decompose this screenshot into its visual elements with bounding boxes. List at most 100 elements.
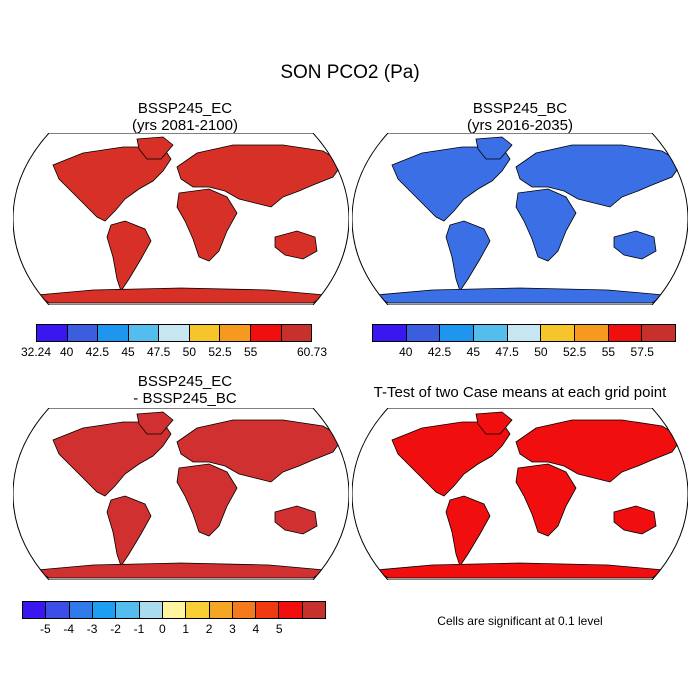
colorbar-boxes [372,324,676,342]
colorbar-tick-label: 57.5 [630,345,654,359]
colorbar-tick-label: 60.73 [296,345,328,359]
greenland-landmass [136,411,174,435]
colorbar-labels: 32.24 40 42.5 45 47.5 50 52.5 55 60.73 [21,342,327,359]
panel-3-title-line1: BSSP245_EC [137,373,233,390]
colorbar-tick-label: 47.5 [146,345,171,359]
colorbar-box [162,602,187,618]
panel-2-title-line1: BSSP245_BC [472,100,568,117]
colorbar-box [302,602,326,618]
greenland-landmass [475,136,513,160]
colorbar-box [209,602,233,618]
colorbar-tick-label: 4 [252,622,260,636]
colorbar-tick-label: -3 [86,622,98,636]
colorbar-tick-label: -2 [110,622,121,636]
colorbar-boxes [22,601,326,619]
colorbar-box [67,325,99,341]
colorbar-labels: 40 42.5 45 47.5 50 52.5 55 57.5 [372,342,676,359]
panel-1-title-line1: BSSP245_EC [137,100,233,117]
colorbar-tick-label: 42.5 [85,345,110,359]
colorbar-tick-label: 40 [399,345,413,359]
panel-3-colorbar: -5 -4 -3 -2 -1 0 1 2 3 4 5 [22,601,326,636]
colorbar-tick-label: 3 [229,622,236,636]
colorbar-box [46,602,70,618]
antarctica-landmass [35,287,327,304]
colorbar-box [220,325,251,341]
map-border [13,408,349,580]
south-america-landmass [445,220,491,292]
colorbar-box [92,602,117,618]
colorbar-box [642,325,676,341]
colorbar-box [507,325,542,341]
colorbar-box [69,602,93,618]
colorbar-tick-label: 42.5 [427,345,452,359]
greenland-landmass [475,411,513,435]
colorbar-tick-label: 50 [182,345,197,359]
colorbar-tick-label: 0 [158,622,166,636]
panel-1-title: BSSP245_EC (yrs 2081-2100) [15,100,355,134]
colorbar-boxes [36,324,312,342]
eurasia-landmass [515,419,683,483]
colorbar-box [256,602,280,618]
panel-1-title-line2: (yrs 2081-2100) [132,117,238,134]
colorbar-tick-label: 47.5 [495,345,519,359]
panel-4-title: T-Test of two Case means at each grid po… [373,384,667,401]
colorbar-box [575,325,609,341]
colorbar-box [279,602,303,618]
south-america-landmass [106,220,152,292]
colorbar-box [281,325,312,341]
colorbar-tick-label: 1 [182,622,190,636]
colorbar-tick-label: 2 [205,622,213,636]
colorbar-tick-label: 5 [275,622,283,636]
colorbar-labels: -5 -4 -3 -2 -1 0 1 2 3 4 5 [22,619,326,636]
colorbar-tick-label: 45 [121,345,135,359]
africa-landmass [515,188,577,262]
colorbar-tick-label: 52.5 [562,345,587,359]
panel-3-title: BSSP245_EC - BSSP245_BC [15,373,355,407]
colorbar-box [232,602,257,618]
eurasia-landmass [176,144,344,208]
colorbar-box [406,325,441,341]
panel-2-title: BSSP245_BC (yrs 2016-2035) [350,100,690,134]
colorbar-box [440,325,475,341]
antarctica-landmass [35,562,327,579]
colorbar-box [608,325,643,341]
colorbar-tick-label: -4 [63,622,75,636]
colorbar-tick-label: 55 [601,345,616,359]
significance-note: Cells are significant at 0.1 level [437,614,603,628]
panel-3-title-line2: - BSSP245_BC [133,390,237,407]
panel-3-map [13,408,349,580]
colorbar-box [37,325,68,341]
australia-landmass [274,505,318,535]
panel-2-map [352,133,688,305]
main-title: SON PCO2 (Pa) [280,62,420,83]
colorbar-tick-label: 52.5 [208,345,232,359]
panel-1-colorbar: 32.24 40 42.5 45 47.5 50 52.5 55 60.73 [21,324,327,359]
colorbar-box [186,602,210,618]
colorbar-box [98,325,129,341]
eurasia-landmass [176,419,344,483]
colorbar-box [128,325,160,341]
greenland-landmass [136,136,174,160]
colorbar-box [250,325,282,341]
map-border [352,408,688,580]
colorbar-tick-label: -5 [40,622,51,636]
antarctica-landmass [374,287,666,304]
colorbar-tick-label: 32.24 [20,345,52,359]
colorbar-box [23,602,47,618]
panel-4-map [352,408,688,580]
colorbar-tick-label: 50 [534,345,548,359]
eurasia-landmass [515,144,683,208]
australia-landmass [613,230,657,260]
africa-landmass [176,463,238,537]
south-america-landmass [445,495,491,567]
colorbar-box [139,602,163,618]
colorbar-tick-label: 45 [466,345,481,359]
antarctica-landmass [374,562,666,579]
colorbar-box [189,325,221,341]
colorbar-tick-label: 55 [243,345,258,359]
colorbar-tick-label: 40 [59,345,74,359]
colorbar-tick-label: -1 [133,622,145,636]
africa-landmass [515,463,577,537]
panel-2-colorbar: 40 42.5 45 47.5 50 52.5 55 57.5 [372,324,676,359]
colorbar-box [159,325,190,341]
